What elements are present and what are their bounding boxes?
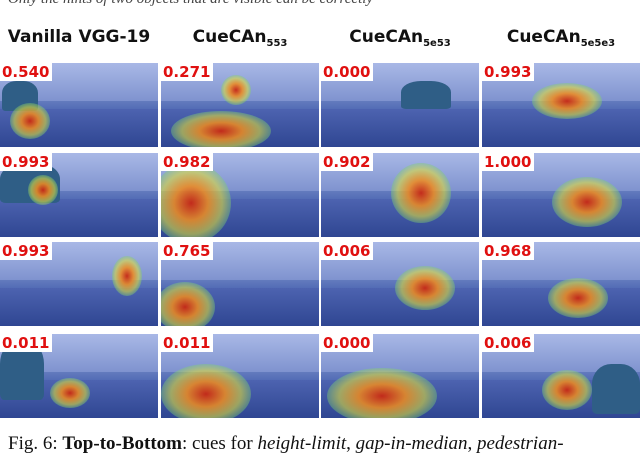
tree-shape xyxy=(401,81,451,109)
score-label: 0.993 xyxy=(0,242,53,260)
column-header-cuecan-553: CueCAn553 xyxy=(161,27,319,49)
caption-term: gap-in-median xyxy=(355,433,468,454)
column-header-label: CueCAn xyxy=(192,27,267,47)
score-label: 0.011 xyxy=(0,334,53,352)
score-label: 0.902 xyxy=(321,153,374,171)
attention-heat-blob xyxy=(171,111,271,147)
column-header-cuecan-5e53: CueCAn5e53 xyxy=(321,27,479,49)
attention-heat-blob xyxy=(542,370,592,410)
caption-prefix: Fig. 6: xyxy=(8,433,63,454)
road-region xyxy=(0,199,158,237)
heatmap-cell: 0.993 xyxy=(0,153,158,237)
attention-heat-blob xyxy=(532,83,602,119)
attention-heat-blob xyxy=(50,378,90,408)
score-label: 0.006 xyxy=(482,334,535,352)
heatmap-cell: 0.540 xyxy=(0,63,158,147)
figure-caption: Fig. 6: Top-to-Bottom: cues for height-l… xyxy=(8,433,640,454)
attention-heat-blob xyxy=(28,175,58,205)
heatmap-cell: 0.006 xyxy=(482,334,640,418)
column-header-vanilla-vgg19: Vanilla VGG-19 xyxy=(0,27,158,49)
caption-separator: , xyxy=(346,433,356,454)
heatmap-cell: 0.968 xyxy=(482,242,640,326)
score-label: 0.271 xyxy=(161,63,214,81)
road-region xyxy=(0,288,158,326)
score-label: 0.765 xyxy=(161,242,214,260)
score-label: 1.000 xyxy=(482,153,535,171)
caption-lead: Top-to-Bottom xyxy=(62,433,183,454)
column-header-label: Vanilla VGG-19 xyxy=(7,27,151,47)
heatmap-cell: 0.982 xyxy=(161,153,319,237)
column-header-subscript: 5e5e3 xyxy=(580,38,616,49)
caption-term: pedestrian- xyxy=(477,433,564,454)
attention-heat-blob xyxy=(391,163,451,223)
heatmap-cell: 0.765 xyxy=(161,242,319,326)
attention-heat-blob xyxy=(161,163,231,237)
tree-shape xyxy=(592,364,640,414)
score-label: 0.982 xyxy=(161,153,214,171)
score-label: 0.993 xyxy=(482,63,535,81)
attention-heat-blob xyxy=(552,177,622,227)
road-region xyxy=(321,109,479,147)
heatmap-cell: 0.271 xyxy=(161,63,319,147)
heatmap-cell: 0.011 xyxy=(0,334,158,418)
heatmap-cell: 0.902 xyxy=(321,153,479,237)
score-label: 0.968 xyxy=(482,242,535,260)
column-header-cuecan-5e5e3: CueCAn5e5e3 xyxy=(482,27,640,49)
score-label: 0.011 xyxy=(161,334,214,352)
score-label: 0.000 xyxy=(321,334,374,352)
heatmap-cell: 0.011 xyxy=(161,334,319,418)
heatmap-cell: 1.000 xyxy=(482,153,640,237)
score-label: 0.006 xyxy=(321,242,374,260)
column-header-subscript: 553 xyxy=(266,38,288,49)
heatmap-cell: 0.000 xyxy=(321,63,479,147)
attention-heat-blob xyxy=(10,103,50,139)
attention-heat-blob xyxy=(112,256,142,296)
score-label: 0.540 xyxy=(0,63,53,81)
heatmap-cell: 0.000 xyxy=(321,334,479,418)
attention-heat-blob xyxy=(327,368,437,418)
caption-term: height-limit xyxy=(257,433,347,454)
attention-heat-blob xyxy=(161,282,215,326)
truncated-top-text: Only the hints of two objects that are v… xyxy=(0,0,640,13)
heatmap-cell: 0.993 xyxy=(0,242,158,326)
caption-separator: , xyxy=(467,433,477,454)
heatmap-cell: 0.006 xyxy=(321,242,479,326)
attention-heat-blob xyxy=(221,75,251,105)
column-header-subscript: 5e53 xyxy=(423,38,451,49)
attention-heat-blob xyxy=(548,278,608,318)
attention-heat-blob xyxy=(395,266,455,310)
column-header-label: CueCAn xyxy=(349,27,424,47)
heatmap-cell: 0.993 xyxy=(482,63,640,147)
score-label: 0.993 xyxy=(0,153,53,171)
column-header-label: CueCAn xyxy=(506,27,581,47)
score-label: 0.000 xyxy=(321,63,374,81)
attention-heat-blob xyxy=(161,364,251,418)
caption-mid: : cues for xyxy=(182,433,258,454)
